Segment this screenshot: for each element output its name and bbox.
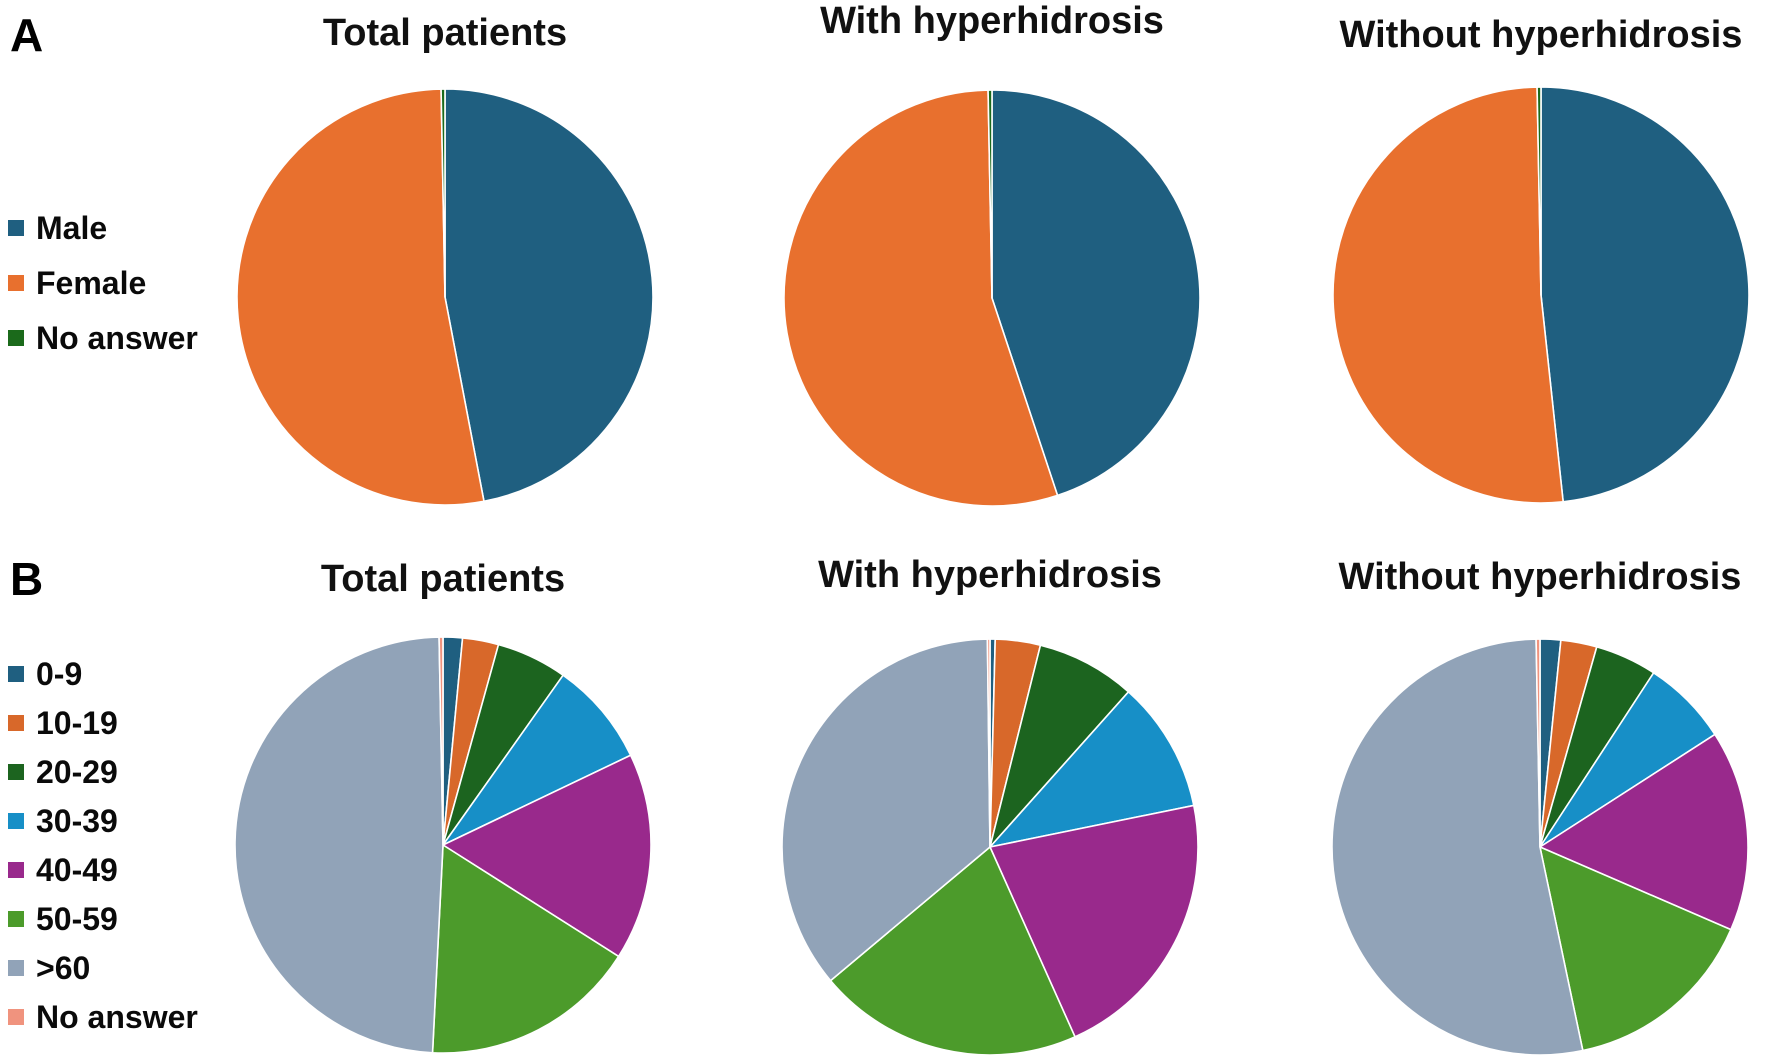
- male-swatch-icon: [8, 220, 24, 236]
- age-10-19-swatch-icon: [8, 715, 24, 731]
- legend-label-age-20-29: 20-29: [36, 754, 118, 790]
- legend-label-age-0-9: 0-9: [36, 656, 83, 692]
- pie-slice-30-39: [989, 691, 1195, 848]
- legend-item-no-answer-a: No answer: [8, 322, 198, 354]
- legend-item-age-over-60: >60: [8, 952, 198, 984]
- pie-slice-no-answer: [1536, 86, 1542, 296]
- legend-label-no-answer-b: No answer: [36, 999, 198, 1035]
- legend-item-age-50-59: 50-59: [8, 903, 198, 935]
- pie-title-a-with: With hyperhidrosis: [820, 0, 1164, 42]
- pie-slice-no-answer: [1535, 638, 1541, 848]
- pie-chart-b-without: [1330, 637, 1750, 1057]
- pie-slice-50-59: [1539, 846, 1732, 1052]
- pie-slice-female: [1332, 86, 1564, 504]
- legend-label-age-50-59: 50-59: [36, 901, 118, 937]
- pie-slice-40-49: [442, 754, 652, 958]
- pie-slice--60: [781, 638, 991, 982]
- legend-item-male: Male: [8, 212, 198, 244]
- age-20-29-swatch-icon: [8, 764, 24, 780]
- panel-a-label: A: [10, 9, 44, 61]
- pie-slice-30-39: [442, 674, 632, 846]
- pie-slice-male: [1540, 86, 1750, 503]
- legend-panel-b: 0-9 10-19 20-29 30-39 40-49 50-59 >60 N: [8, 658, 198, 1050]
- legend-item-age-0-9: 0-9: [8, 658, 198, 690]
- pie-slice-male: [991, 89, 1201, 497]
- female-swatch-icon: [8, 275, 24, 291]
- pie-slice-no-answer: [986, 638, 991, 848]
- age-no-answer-swatch-icon: [8, 1009, 24, 1025]
- pie-slice-40-49: [989, 804, 1199, 1038]
- legend-item-female: Female: [8, 267, 198, 299]
- pie-title-b-with: With hyperhidrosis: [818, 554, 1162, 596]
- pie-chart-a-total: [235, 87, 655, 507]
- legend-label-age-10-19: 10-19: [36, 705, 118, 741]
- legend-panel-a: Male Female No answer: [8, 212, 198, 377]
- pie-slice-40-49: [1539, 733, 1749, 931]
- pie-slice-20-29: [989, 644, 1130, 848]
- pie-chart-b-with: [780, 637, 1200, 1057]
- legend-label-age-40-49: 40-49: [36, 852, 118, 888]
- age-30-39-swatch-icon: [8, 813, 24, 829]
- legend-item-age-10-19: 10-19: [8, 707, 198, 739]
- legend-item-no-answer-b: No answer: [8, 1001, 198, 1033]
- pie-title-a-total: Total patients: [322, 12, 568, 54]
- legend-label-age-over-60: >60: [36, 950, 91, 986]
- pie-slice-female: [783, 89, 1059, 507]
- pie-slice--60: [1331, 638, 1584, 1056]
- pie-slice-no-answer: [987, 89, 993, 299]
- legend-label-age-30-39: 30-39: [36, 803, 118, 839]
- pie-slice-no-answer: [440, 88, 446, 298]
- pie-chart-a-without: [1331, 85, 1751, 505]
- pie-title-a-without: Without hyperhidrosis: [1339, 14, 1743, 56]
- legend-label-female: Female: [36, 265, 147, 301]
- pie-title-b-total: Total patients: [320, 558, 566, 600]
- panel-b-label: B: [10, 553, 44, 605]
- no-answer-swatch-icon: [8, 330, 24, 346]
- legend-item-age-20-29: 20-29: [8, 756, 198, 788]
- age-0-9-swatch-icon: [8, 666, 24, 682]
- pie-slice-no-answer: [438, 636, 444, 846]
- legend-item-age-40-49: 40-49: [8, 854, 198, 886]
- pie-slice--60: [234, 636, 444, 1054]
- legend-label-male: Male: [36, 210, 108, 246]
- age-40-49-swatch-icon: [8, 862, 24, 878]
- pie-chart-a-with: [782, 88, 1202, 508]
- pie-slice-female: [236, 88, 485, 506]
- legend-label-no-answer-a: No answer: [36, 320, 198, 356]
- pie-slice-male: [444, 88, 654, 503]
- pie-title-b-without: Without hyperhidrosis: [1338, 556, 1742, 598]
- age-50-59-swatch-icon: [8, 911, 24, 927]
- pie-slice-50-59: [829, 846, 1076, 1056]
- age-over-60-swatch-icon: [8, 960, 24, 976]
- pie-slice-50-59: [431, 844, 620, 1054]
- legend-item-age-30-39: 30-39: [8, 805, 198, 837]
- pie-chart-b-total: [233, 635, 653, 1055]
